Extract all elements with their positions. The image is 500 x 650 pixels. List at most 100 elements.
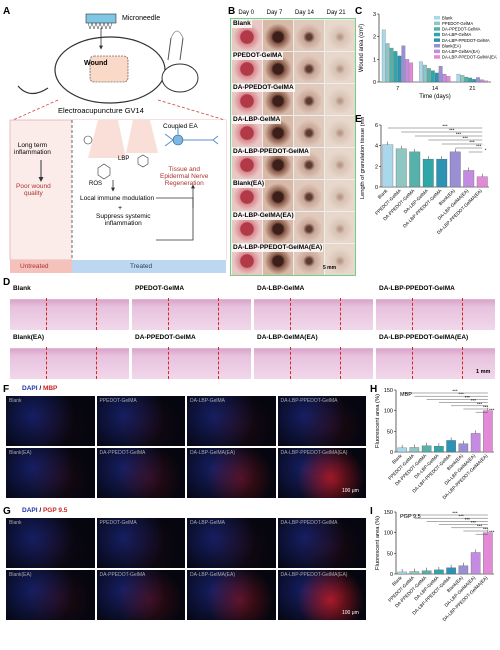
legend-label: PPEDOT-GelMA [442, 21, 473, 26]
ea-title: Electroacupuncture GV14 [58, 106, 144, 115]
histology-image: DA-LBP-GelMA(EA) [254, 333, 373, 379]
histology-label: DA-LBP-GelMA [257, 285, 305, 292]
bar [458, 443, 469, 453]
bar [434, 72, 439, 83]
chart-inset-label: MBP [400, 392, 412, 398]
y-tick-label: 150 [384, 388, 393, 394]
bar [421, 570, 432, 575]
legend-label: DA-LBP-PPEDOT-GelMA(EA) [442, 55, 497, 60]
sig-mark: *** [476, 144, 482, 149]
photo-group-label: DA-LBP-PPEDOT-GelMA [232, 148, 310, 156]
bar [449, 151, 461, 188]
bar [397, 571, 407, 575]
x-axis-label: Time (days) [419, 94, 450, 100]
bar [382, 144, 394, 188]
photo-group-label: DA-LBP-GelMA [232, 116, 282, 124]
fluor-image: Blank(EA) [6, 570, 95, 620]
wound-photo [324, 147, 355, 179]
fluor-label: DA-LBP-GelMA(EA) [190, 450, 236, 456]
panel-label-h: H [370, 384, 378, 395]
sig-mark: *** [465, 395, 471, 400]
histology-image: DA-LBP-GelMA [254, 284, 373, 330]
bar [409, 571, 420, 575]
bar [422, 158, 434, 188]
bar [470, 552, 481, 575]
sig-mark: *** [483, 405, 489, 410]
sig-mark: *** [458, 514, 464, 519]
x-tick-label: 21 [469, 86, 475, 92]
dapi-label-g: DAPI [22, 507, 38, 514]
bar [385, 43, 390, 83]
chart-inset-label: PGP 9.5 [400, 514, 421, 520]
histology-label: PPEDOT-GelMA [135, 285, 185, 292]
histology-label: DA-PPEDOT-GelMA [135, 334, 196, 341]
bar [470, 433, 481, 453]
fluor-label: Blank [9, 520, 22, 526]
wound-label: Wound [84, 60, 108, 67]
y-tick-label: 0 [390, 572, 393, 578]
photo-group-label: Blank(EA) [232, 180, 266, 188]
legend-swatch [434, 44, 440, 48]
panel-label-i: I [370, 506, 373, 517]
wound-photo [324, 115, 355, 147]
fluor-image: DA-LBP-GelMA [187, 518, 276, 568]
fluor-label: DA-LBP-GelMA [190, 398, 226, 404]
long-term-inflammation: Long term inflammation [14, 142, 51, 156]
y-tick-label: 1 [373, 57, 376, 63]
bar [409, 151, 421, 188]
bar [442, 73, 447, 83]
legend-swatch [434, 16, 440, 20]
bar [393, 51, 398, 83]
treated-bar [72, 260, 226, 273]
bar [483, 80, 488, 83]
microneedle-patch [85, 13, 117, 24]
bar [483, 532, 493, 575]
dapi-label-f: DAPI [22, 385, 38, 392]
bar [472, 79, 476, 83]
x-tick-label: 7 [396, 86, 399, 92]
sig-mark: *** [449, 128, 455, 133]
y-tick-label: 100 [384, 531, 393, 537]
fluor-image: DA-LBP-PPEDOT-GelMA(EA) [277, 570, 366, 620]
histology-image: Blank(EA) [10, 333, 129, 379]
sig-mark: *** [469, 140, 475, 145]
photo-group-label: PPEDOT-GelMA [232, 52, 284, 60]
sig-mark: *** [458, 392, 464, 397]
panel-d-scale: 1 mm [476, 369, 491, 375]
bar [389, 47, 394, 83]
chart-c: 0 1 2 3 7 14 21 Time (days) Wound area (cm²) Blan… [359, 12, 497, 100]
mouse-head [161, 63, 199, 93]
bar [423, 64, 427, 83]
y-tick-label: 50 [387, 429, 393, 435]
sig-mark: * [485, 148, 487, 153]
bar [421, 445, 432, 453]
y-tick-label: 4 [375, 144, 378, 150]
sig-mark: *** [463, 136, 469, 141]
day-21: Day 21 [326, 10, 346, 16]
y-tick-label: 2 [373, 35, 376, 41]
photo-group-label: DA-LBP-PPEDOT-GelMA(EA) [232, 244, 324, 252]
y-tick-label: 3 [373, 12, 376, 18]
bar [405, 59, 410, 83]
pgp-label: PGP 9.5 [42, 507, 68, 514]
y-axis-label: Fluorescent area (%) [375, 394, 381, 448]
x-tick-label: 14 [432, 86, 438, 92]
histology-grid: Blank PPEDOT-GelMA DA-LBP-GelMA DA-LBP-PPED… [10, 284, 498, 382]
fluor-image: DA-LBP-PPEDOT-GelMA [277, 396, 366, 446]
y-tick-label: 0 [375, 185, 378, 191]
legend-swatch [434, 49, 440, 54]
panel-g-scale: 100 μm [342, 610, 359, 616]
bar [409, 62, 414, 83]
sig-mark: *** [452, 389, 458, 394]
sig-mark: *** [442, 124, 448, 129]
histology-label: Blank(EA) [13, 334, 45, 341]
panel-label-a: A [3, 6, 11, 17]
bar [468, 77, 473, 83]
y-tick-label: 0 [390, 450, 393, 456]
legend-label: Blank(EA) [442, 43, 461, 48]
panel-f-scale: 100 μm [342, 488, 359, 494]
bar [446, 440, 456, 453]
bar [409, 447, 420, 453]
sig-mark: *** [456, 132, 462, 137]
fluor-image: DA-PPEDOT-GelMA [96, 448, 185, 498]
